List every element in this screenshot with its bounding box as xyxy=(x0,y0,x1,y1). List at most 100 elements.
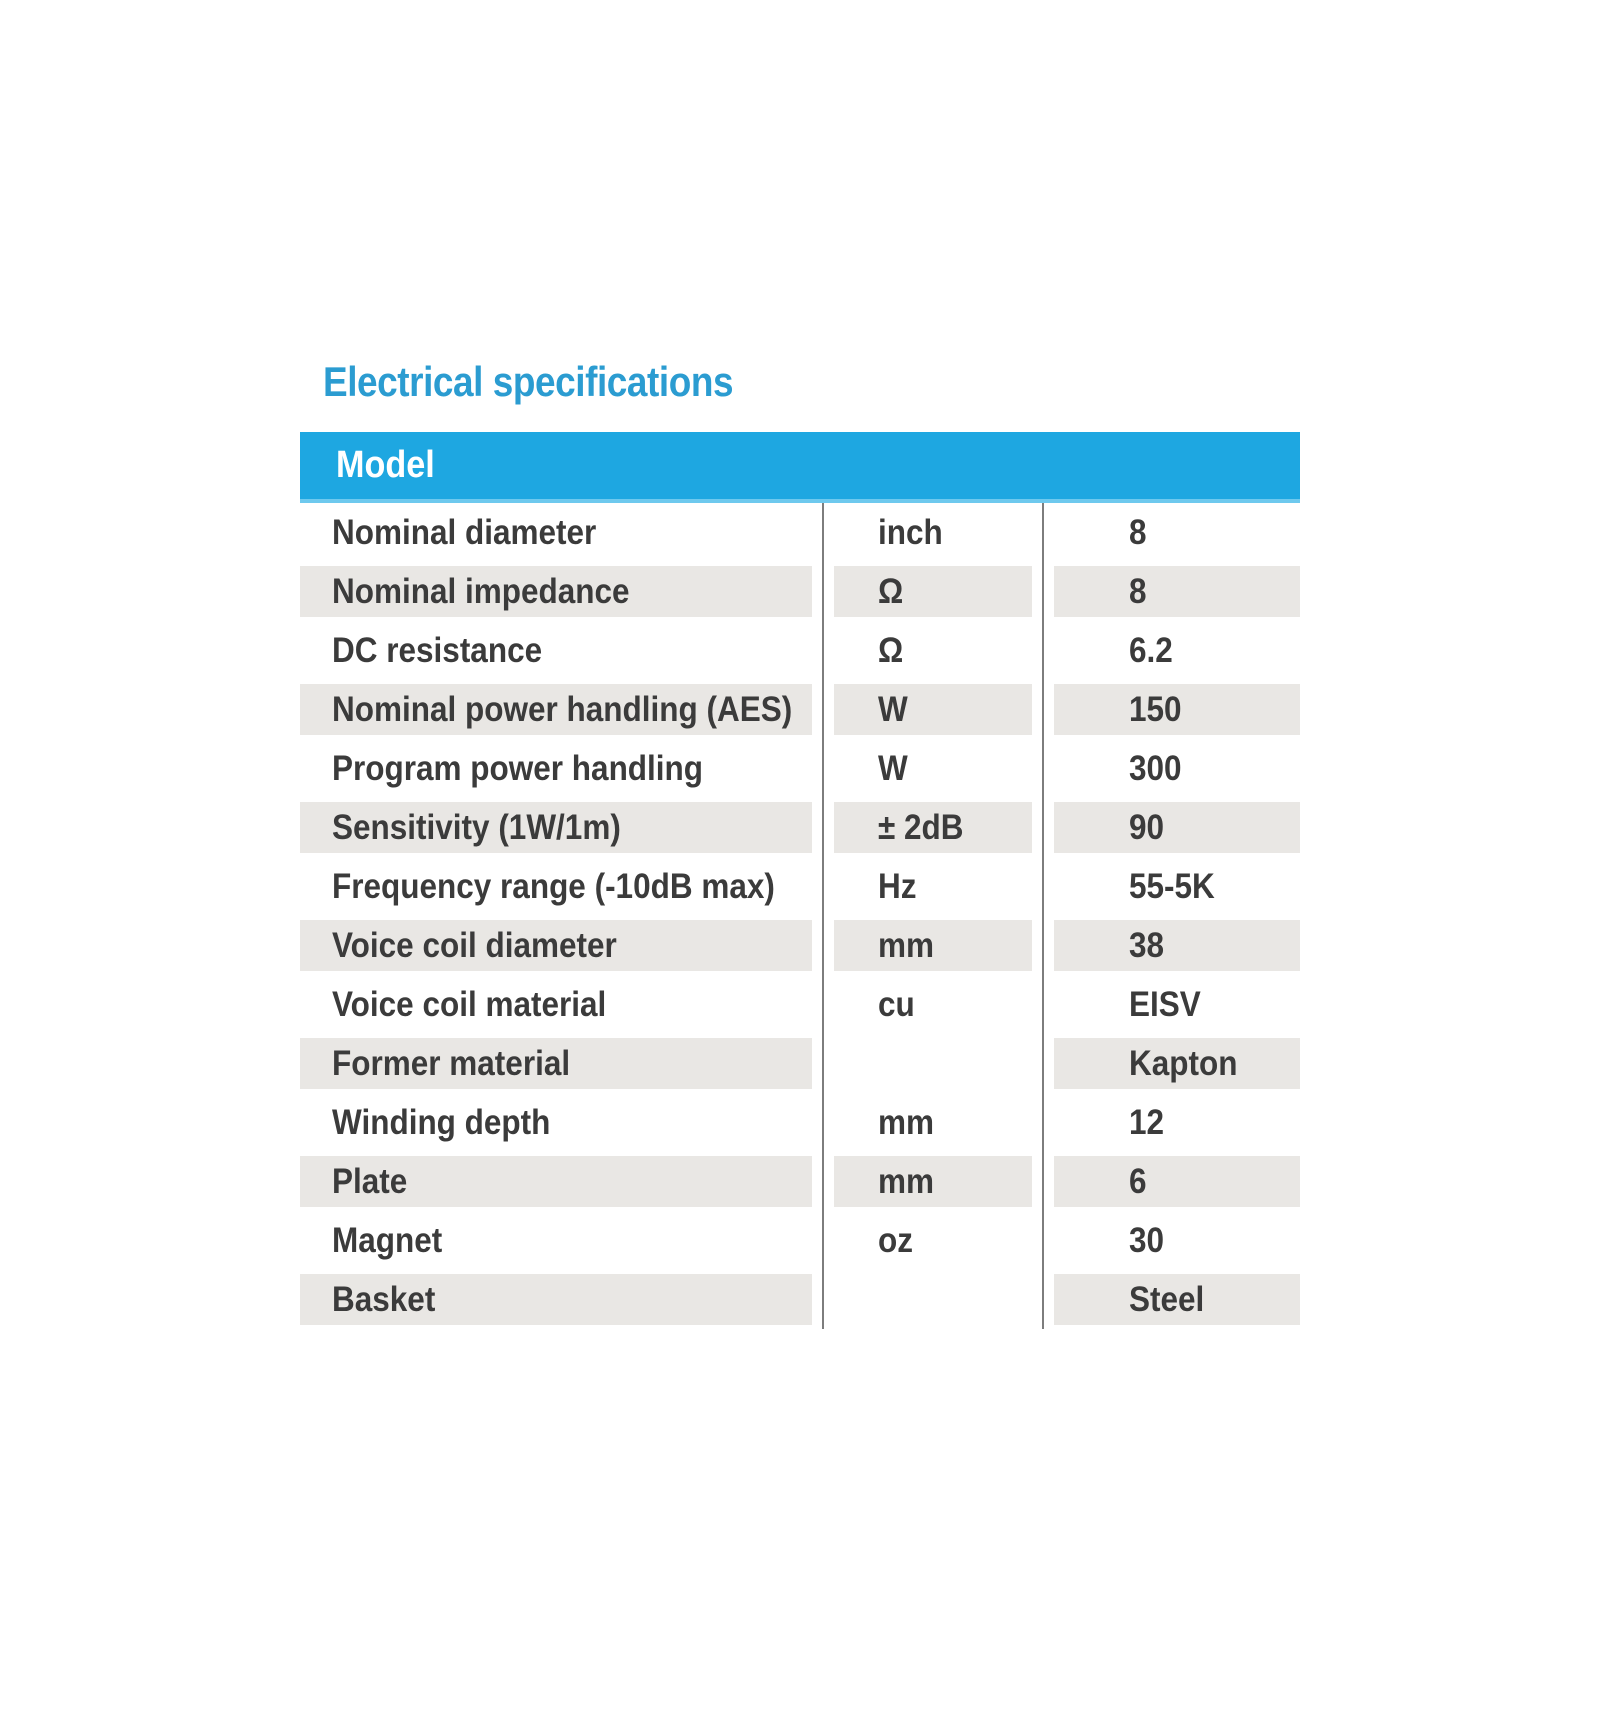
table-row: Basket Steel xyxy=(300,1270,1300,1329)
cell-parameter: Former material xyxy=(300,1034,823,1093)
cell-unit: mm xyxy=(823,916,1043,975)
cell-parameter: Sensitivity (1W/1m) xyxy=(300,798,823,857)
cell-parameter: Voice coil material xyxy=(300,975,823,1034)
cell-parameter-text: Nominal power handling (AES) xyxy=(332,689,793,729)
cell-unit-text: cu xyxy=(878,984,915,1024)
cell-value-text: 90 xyxy=(1129,807,1165,847)
cell-unit-text: W xyxy=(878,748,908,788)
cell-parameter: Program power handling xyxy=(300,739,823,798)
cell-unit xyxy=(823,1034,1043,1093)
cell-parameter-text: Sensitivity (1W/1m) xyxy=(332,807,621,847)
table-row: Winding depth mm 12 xyxy=(300,1093,1300,1152)
cell-unit: Hz xyxy=(823,857,1043,916)
cell-value: 38 xyxy=(1043,916,1300,975)
table-body: Nominal diameter inch 8 Nominal impedance Ω 8… xyxy=(300,503,1300,1329)
cell-unit: inch xyxy=(823,503,1043,562)
cell-value-text: Kapton xyxy=(1129,1043,1238,1083)
cell-value: Steel xyxy=(1043,1270,1300,1329)
cell-unit: W xyxy=(823,739,1043,798)
cell-unit-text: W xyxy=(878,689,908,729)
cell-parameter: Voice coil diameter xyxy=(300,916,823,975)
cell-value-text: Steel xyxy=(1129,1279,1205,1319)
cell-unit-text: Ω xyxy=(878,571,904,611)
cell-unit: Ω xyxy=(823,562,1043,621)
cell-value: 8 xyxy=(1043,562,1300,621)
cell-value-text: 12 xyxy=(1129,1102,1165,1142)
cell-unit xyxy=(823,1270,1043,1329)
cell-unit: ± 2dB xyxy=(823,798,1043,857)
cell-value-text: 150 xyxy=(1129,689,1182,729)
table-row: Sensitivity (1W/1m) ± 2dB 90 xyxy=(300,798,1300,857)
electrical-specifications-table: Model Nominal diameter inch 8 Nominal imped… xyxy=(300,432,1300,1329)
page-title: Electrical specifications xyxy=(323,358,734,405)
column-separator-2 xyxy=(1042,503,1044,1329)
cell-parameter: Nominal impedance xyxy=(300,562,823,621)
cell-unit: W xyxy=(823,680,1043,739)
cell-value: 150 xyxy=(1043,680,1300,739)
cell-value-text: 6 xyxy=(1129,1161,1147,1201)
table-row: Program power handling W 300 xyxy=(300,739,1300,798)
cell-value: 6 xyxy=(1043,1152,1300,1211)
cell-value: Kapton xyxy=(1043,1034,1300,1093)
cell-parameter: Nominal diameter xyxy=(300,503,823,562)
cell-parameter: Basket xyxy=(300,1270,823,1329)
cell-parameter-text: DC resistance xyxy=(332,630,543,670)
table-row: Nominal power handling (AES) W 150 xyxy=(300,680,1300,739)
table-row: Voice coil diameter mm 38 xyxy=(300,916,1300,975)
cell-value-text: 8 xyxy=(1129,571,1147,611)
table-row: Nominal diameter inch 8 xyxy=(300,503,1300,562)
cell-unit: mm xyxy=(823,1152,1043,1211)
cell-value-text: 55-5K xyxy=(1129,866,1215,906)
cell-parameter: Winding depth xyxy=(300,1093,823,1152)
cell-unit-text: Ω xyxy=(878,630,904,670)
cell-parameter: DC resistance xyxy=(300,621,823,680)
cell-unit-text: ± 2dB xyxy=(878,807,964,847)
cell-value: 55-5K xyxy=(1043,857,1300,916)
cell-value-text: 8 xyxy=(1129,512,1147,552)
cell-parameter-text: Plate xyxy=(332,1161,408,1201)
cell-value: 300 xyxy=(1043,739,1300,798)
cell-parameter-text: Voice coil diameter xyxy=(332,925,617,965)
cell-parameter: Plate xyxy=(300,1152,823,1211)
cell-unit-text: oz xyxy=(878,1220,914,1260)
cell-value: 8 xyxy=(1043,503,1300,562)
cell-parameter: Magnet xyxy=(300,1211,823,1270)
cell-value-text: 30 xyxy=(1129,1220,1165,1260)
cell-unit-text: mm xyxy=(878,925,935,965)
cell-value: 12 xyxy=(1043,1093,1300,1152)
table-header-row: Model xyxy=(300,432,1300,503)
cell-unit-text: mm xyxy=(878,1102,935,1142)
cell-unit-text: Hz xyxy=(878,866,917,906)
cell-unit-text: mm xyxy=(878,1161,935,1201)
cell-parameter-text: Former material xyxy=(332,1043,571,1083)
cell-parameter-text: Basket xyxy=(332,1279,436,1319)
cell-value: EISV xyxy=(1043,975,1300,1034)
cell-value-text: 300 xyxy=(1129,748,1182,788)
cell-value-text: EISV xyxy=(1129,984,1201,1024)
cell-value-text: 6.2 xyxy=(1129,630,1173,670)
cell-unit: cu xyxy=(823,975,1043,1034)
cell-parameter-text: Winding depth xyxy=(332,1102,551,1142)
cell-parameter-text: Voice coil material xyxy=(332,984,607,1024)
cell-parameter: Nominal power handling (AES) xyxy=(300,680,823,739)
cell-value: 30 xyxy=(1043,1211,1300,1270)
cell-value-text: 38 xyxy=(1129,925,1165,965)
table-row: DC resistance Ω 6.2 xyxy=(300,621,1300,680)
table-row: Plate mm 6 xyxy=(300,1152,1300,1211)
table-header-model-label: Model xyxy=(336,444,435,486)
cell-parameter: Frequency range (-10dB max) xyxy=(300,857,823,916)
cell-parameter-text: Nominal diameter xyxy=(332,512,597,552)
cell-unit: oz xyxy=(823,1211,1043,1270)
cell-value: 90 xyxy=(1043,798,1300,857)
cell-parameter-text: Program power handling xyxy=(332,748,704,788)
table-row: Magnet oz 30 xyxy=(300,1211,1300,1270)
cell-unit-text: inch xyxy=(878,512,943,552)
cell-value: 6.2 xyxy=(1043,621,1300,680)
table-row: Frequency range (-10dB max) Hz 55-5K xyxy=(300,857,1300,916)
column-separator-1 xyxy=(822,503,824,1329)
table-row: Nominal impedance Ω 8 xyxy=(300,562,1300,621)
cell-parameter-text: Magnet xyxy=(332,1220,443,1260)
cell-parameter-text: Nominal impedance xyxy=(332,571,630,611)
cell-unit: Ω xyxy=(823,621,1043,680)
